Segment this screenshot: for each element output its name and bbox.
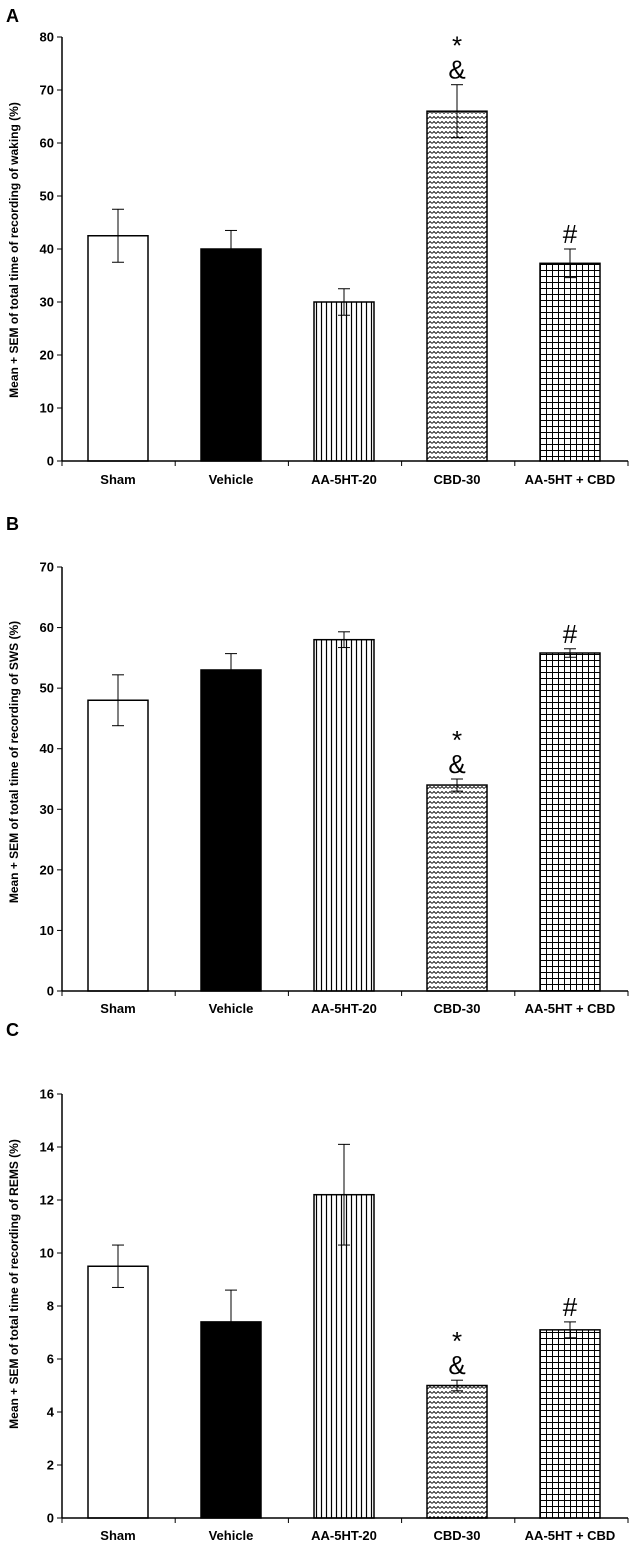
panel-c: C Mean + SEM of total time of recording … — [6, 1020, 629, 1543]
y-tick-label: 10 — [40, 401, 54, 416]
category-label: AA-5HT-20 — [311, 472, 377, 487]
significance-marker: & — [448, 749, 465, 779]
y-tick-label: 12 — [40, 1193, 54, 1208]
y-tick-label: 40 — [40, 741, 54, 756]
y-tick-label: 0 — [47, 454, 54, 469]
y-tick-label: 50 — [40, 189, 54, 204]
category-label: AA-5HT + CBD — [525, 1001, 616, 1016]
category-label: Sham — [100, 1001, 135, 1016]
error-bar — [451, 84, 463, 139]
y-tick-label: 2 — [47, 1458, 54, 1473]
bar — [200, 669, 262, 992]
y-tick-label: 6 — [47, 1352, 54, 1367]
error-bar — [338, 1143, 350, 1246]
category-label: Sham — [100, 472, 135, 487]
panel-a: A Mean + SEM of total time of recording … — [6, 6, 629, 487]
error-bar — [225, 229, 237, 269]
significance-marker: * — [452, 725, 462, 755]
error-bar — [451, 1379, 463, 1392]
significance-marker: * — [452, 31, 462, 61]
y-tick-label: 70 — [40, 83, 54, 98]
y-tick-label: 80 — [40, 30, 54, 45]
bar — [87, 1265, 149, 1519]
significance-marker: & — [448, 1350, 465, 1380]
bar — [87, 235, 149, 462]
error-bar — [112, 1244, 124, 1288]
error-bar — [112, 208, 124, 263]
category-label: AA-5HT-20 — [311, 1001, 377, 1016]
error-bar — [225, 653, 237, 687]
panel-a-letter: A — [6, 6, 19, 26]
bar — [200, 248, 262, 462]
y-tick-label: 20 — [40, 862, 54, 877]
y-tick-label: 30 — [40, 802, 54, 817]
significance-marker: # — [563, 219, 578, 249]
panel-a-y-axis-label: Mean + SEM of total time of recording of… — [7, 102, 21, 398]
category-label: AA-5HT + CBD — [525, 1528, 616, 1543]
bar — [426, 784, 488, 992]
bar — [539, 1329, 601, 1519]
category-label: CBD-30 — [434, 472, 481, 487]
error-bar — [338, 631, 350, 649]
y-tick-label: 14 — [40, 1140, 55, 1155]
panel-c-y-axis-label: Mean + SEM of total time of recording of… — [7, 1139, 21, 1429]
y-tick-label: 10 — [40, 923, 54, 938]
significance-marker: * — [452, 1326, 462, 1356]
bar — [313, 301, 375, 462]
error-bar — [225, 1289, 237, 1355]
error-bar — [564, 248, 576, 279]
panel-b: B Mean + SEM of total time of recording … — [6, 514, 629, 1016]
bar — [539, 652, 601, 992]
y-tick-label: 30 — [40, 295, 54, 310]
y-tick-label: 60 — [40, 620, 54, 635]
category-label: CBD-30 — [434, 1001, 481, 1016]
panel-c-plot: 0 2 4 6 8 10 12 14 16 Sham Vehicle AA-5HT-20 &* CBD-3… — [40, 1087, 629, 1543]
category-label: Vehicle — [209, 472, 254, 487]
y-tick-label: 0 — [47, 1511, 54, 1526]
error-bar — [112, 674, 124, 727]
category-label: Vehicle — [209, 1528, 254, 1543]
y-tick-label: 16 — [40, 1087, 54, 1102]
panel-a-plot: 0 10 20 30 40 50 60 70 80 Sham Vehicle AA-5HT-20 &* C… — [40, 30, 629, 487]
y-tick-label: 20 — [40, 348, 54, 363]
bar — [426, 1384, 488, 1519]
category-label: Sham — [100, 1528, 135, 1543]
y-tick-label: 0 — [47, 984, 54, 999]
significance-marker: & — [448, 55, 465, 85]
error-bar — [564, 1321, 576, 1339]
panel-b-letter: B — [6, 514, 19, 534]
bar — [200, 1321, 262, 1519]
category-label: AA-5HT-20 — [311, 1528, 377, 1543]
significance-marker: # — [563, 1292, 578, 1322]
y-tick-label: 10 — [40, 1246, 54, 1261]
bar — [313, 638, 375, 992]
y-tick-label: 4 — [47, 1405, 55, 1420]
category-label: Vehicle — [209, 1001, 254, 1016]
y-tick-label: 8 — [47, 1299, 54, 1314]
y-tick-label: 60 — [40, 136, 54, 151]
category-label: CBD-30 — [434, 1528, 481, 1543]
error-bar — [338, 288, 350, 316]
significance-marker: # — [563, 619, 578, 649]
bar — [87, 699, 149, 992]
y-tick-label: 50 — [40, 681, 54, 696]
error-bar — [564, 648, 576, 658]
panel-c-letter: C — [6, 1020, 19, 1040]
error-bar — [451, 778, 463, 792]
bar — [539, 262, 601, 462]
category-label: AA-5HT + CBD — [525, 472, 616, 487]
y-tick-label: 70 — [40, 560, 54, 575]
panel-b-plot: 0 10 20 30 40 50 60 70 Sham Vehicle AA-5HT-20 &* CBD… — [40, 560, 629, 1016]
y-tick-label: 40 — [40, 242, 54, 257]
panel-b-y-axis-label: Mean + SEM of total time of recording of… — [7, 621, 21, 903]
bar — [313, 1193, 375, 1519]
bar — [426, 110, 488, 462]
